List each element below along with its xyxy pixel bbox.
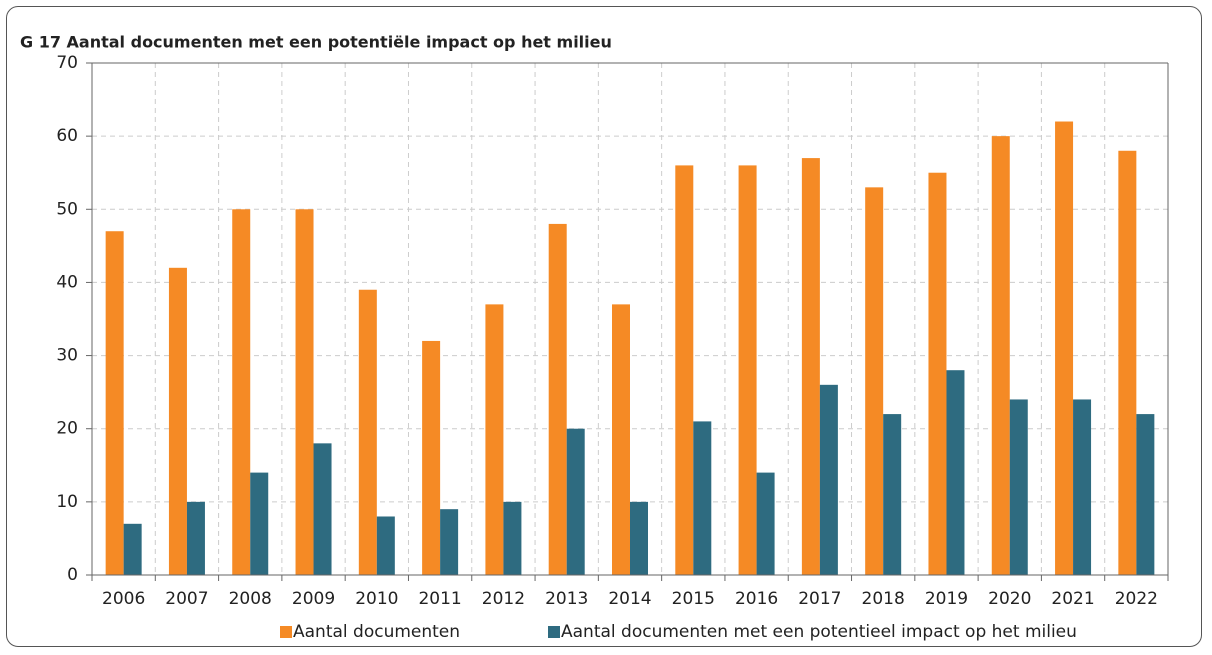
bar (503, 501, 522, 575)
bar (928, 172, 947, 575)
bar (250, 472, 269, 575)
x-tick-label: 2006 (102, 589, 145, 609)
legend-swatch (280, 626, 292, 638)
bar (693, 421, 712, 575)
bar (738, 165, 757, 575)
x-tick-label: 2022 (1115, 589, 1158, 609)
bar (422, 340, 441, 575)
legend-label: Aantal documenten (293, 622, 460, 642)
x-tick-label: 2012 (482, 589, 525, 609)
y-tick-label: 60 (56, 126, 78, 146)
x-tick-label: 2019 (925, 589, 968, 609)
bar (756, 472, 775, 575)
x-tick-label: 2008 (229, 589, 272, 609)
legend-label: Aantal documenten met een potentieel imp… (561, 622, 1077, 642)
bar (313, 443, 332, 575)
y-tick-label: 20 (56, 419, 78, 439)
bar (612, 304, 630, 575)
bar (1009, 399, 1028, 575)
bar (548, 223, 567, 575)
card (6, 6, 1202, 647)
x-tick-label: 2016 (735, 589, 778, 609)
bar (991, 136, 1010, 575)
bar (675, 165, 694, 575)
bar (865, 187, 884, 576)
legend-swatch (548, 626, 560, 638)
y-tick-label: 10 (56, 492, 78, 512)
x-tick-label: 2015 (672, 589, 715, 609)
bar (819, 384, 838, 575)
x-tick-label: 2013 (545, 589, 588, 609)
bar (440, 509, 459, 575)
x-tick-label: 2017 (798, 589, 841, 609)
y-tick-label: 70 (56, 53, 78, 73)
bar (1073, 399, 1092, 575)
y-tick-label: 50 (56, 199, 78, 219)
bar (105, 231, 124, 575)
y-tick-label: 0 (67, 565, 78, 585)
bar (168, 267, 187, 575)
bar (630, 501, 648, 575)
bar (232, 209, 251, 576)
bar (1118, 150, 1137, 575)
bar (295, 209, 314, 576)
bar (123, 523, 142, 575)
y-tick-label: 40 (56, 272, 78, 292)
x-tick-label: 2018 (862, 589, 905, 609)
bar (485, 304, 504, 575)
x-tick-label: 2014 (608, 589, 651, 609)
x-tick-label: 2010 (355, 589, 398, 609)
bar (1055, 121, 1074, 575)
bar (566, 428, 585, 575)
x-tick-label: 2020 (988, 589, 1031, 609)
bar (358, 289, 377, 575)
x-tick-label: 2009 (292, 589, 335, 609)
bar (376, 516, 395, 575)
bar (946, 370, 965, 575)
bar (1136, 414, 1155, 575)
x-tick-label: 2021 (1051, 589, 1094, 609)
bar (883, 414, 902, 575)
chart-title: G 17 Aantal documenten met een potentiël… (20, 33, 612, 52)
x-tick-label: 2011 (418, 589, 461, 609)
x-tick-label: 2007 (165, 589, 208, 609)
y-tick-label: 30 (56, 346, 78, 366)
bar (801, 158, 820, 576)
bar (186, 501, 205, 575)
